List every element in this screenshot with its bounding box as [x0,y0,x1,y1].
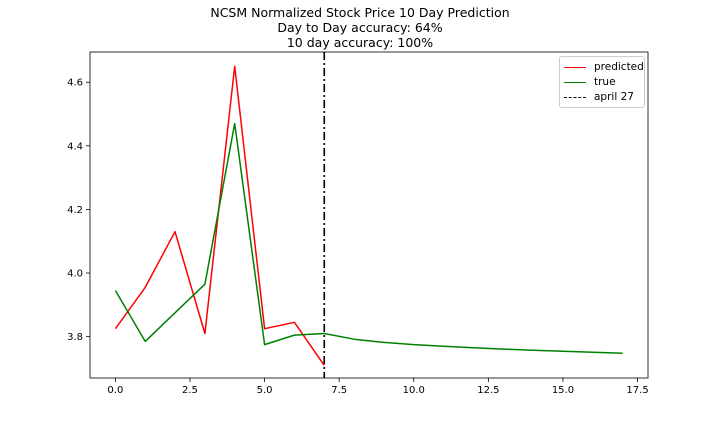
legend-label-april-27: april 27 [594,91,634,103]
chart-title-line-1: NCSM Normalized Stock Price 10 Day Predi… [210,5,510,20]
series-line-predicted [114,65,325,366]
x-tick-label: 15.0 [552,385,574,396]
x-tick-label: 5.0 [257,385,273,396]
legend-item-april-27: april 27 [564,90,634,104]
legend-swatch-april-27 [564,96,586,98]
legend-swatch-true [564,81,586,83]
series-line-true [114,122,623,354]
y-tick-label: 3.8 [67,332,83,343]
chart-title-line-2: Day to Day accuracy: 64% [277,20,443,35]
x-tick-label: 10.0 [403,385,425,396]
x-tick-label: 7.5 [331,385,347,396]
legend-label-predicted: predicted [594,61,644,73]
legend-swatch-predicted [564,66,586,68]
x-tick-label: 17.5 [626,385,648,396]
y-tick-label: 4.4 [67,141,83,152]
x-tick-label: 0.0 [107,385,123,396]
y-tick-label: 4.6 [67,78,83,89]
y-tick-label: 4.2 [67,205,83,216]
plot-area: 0.0 2.5 5.0 7.5 10.0 12.5 15.0 17.5 3.8 4.0 4.2 4.4… [67,51,649,396]
y-tick-label: 4.0 [67,269,83,280]
legend-item-predicted: predicted [564,60,644,74]
x-tick-label: 2.5 [182,385,198,396]
chart-title-line-3: 10 day accuracy: 100% [286,35,434,50]
legend: predicted true april 27 [559,56,645,108]
legend-label-true: true [594,76,616,88]
x-tick-label: 12.5 [477,385,499,396]
axes-frame [89,51,649,379]
legend-item-true: true [564,75,616,89]
